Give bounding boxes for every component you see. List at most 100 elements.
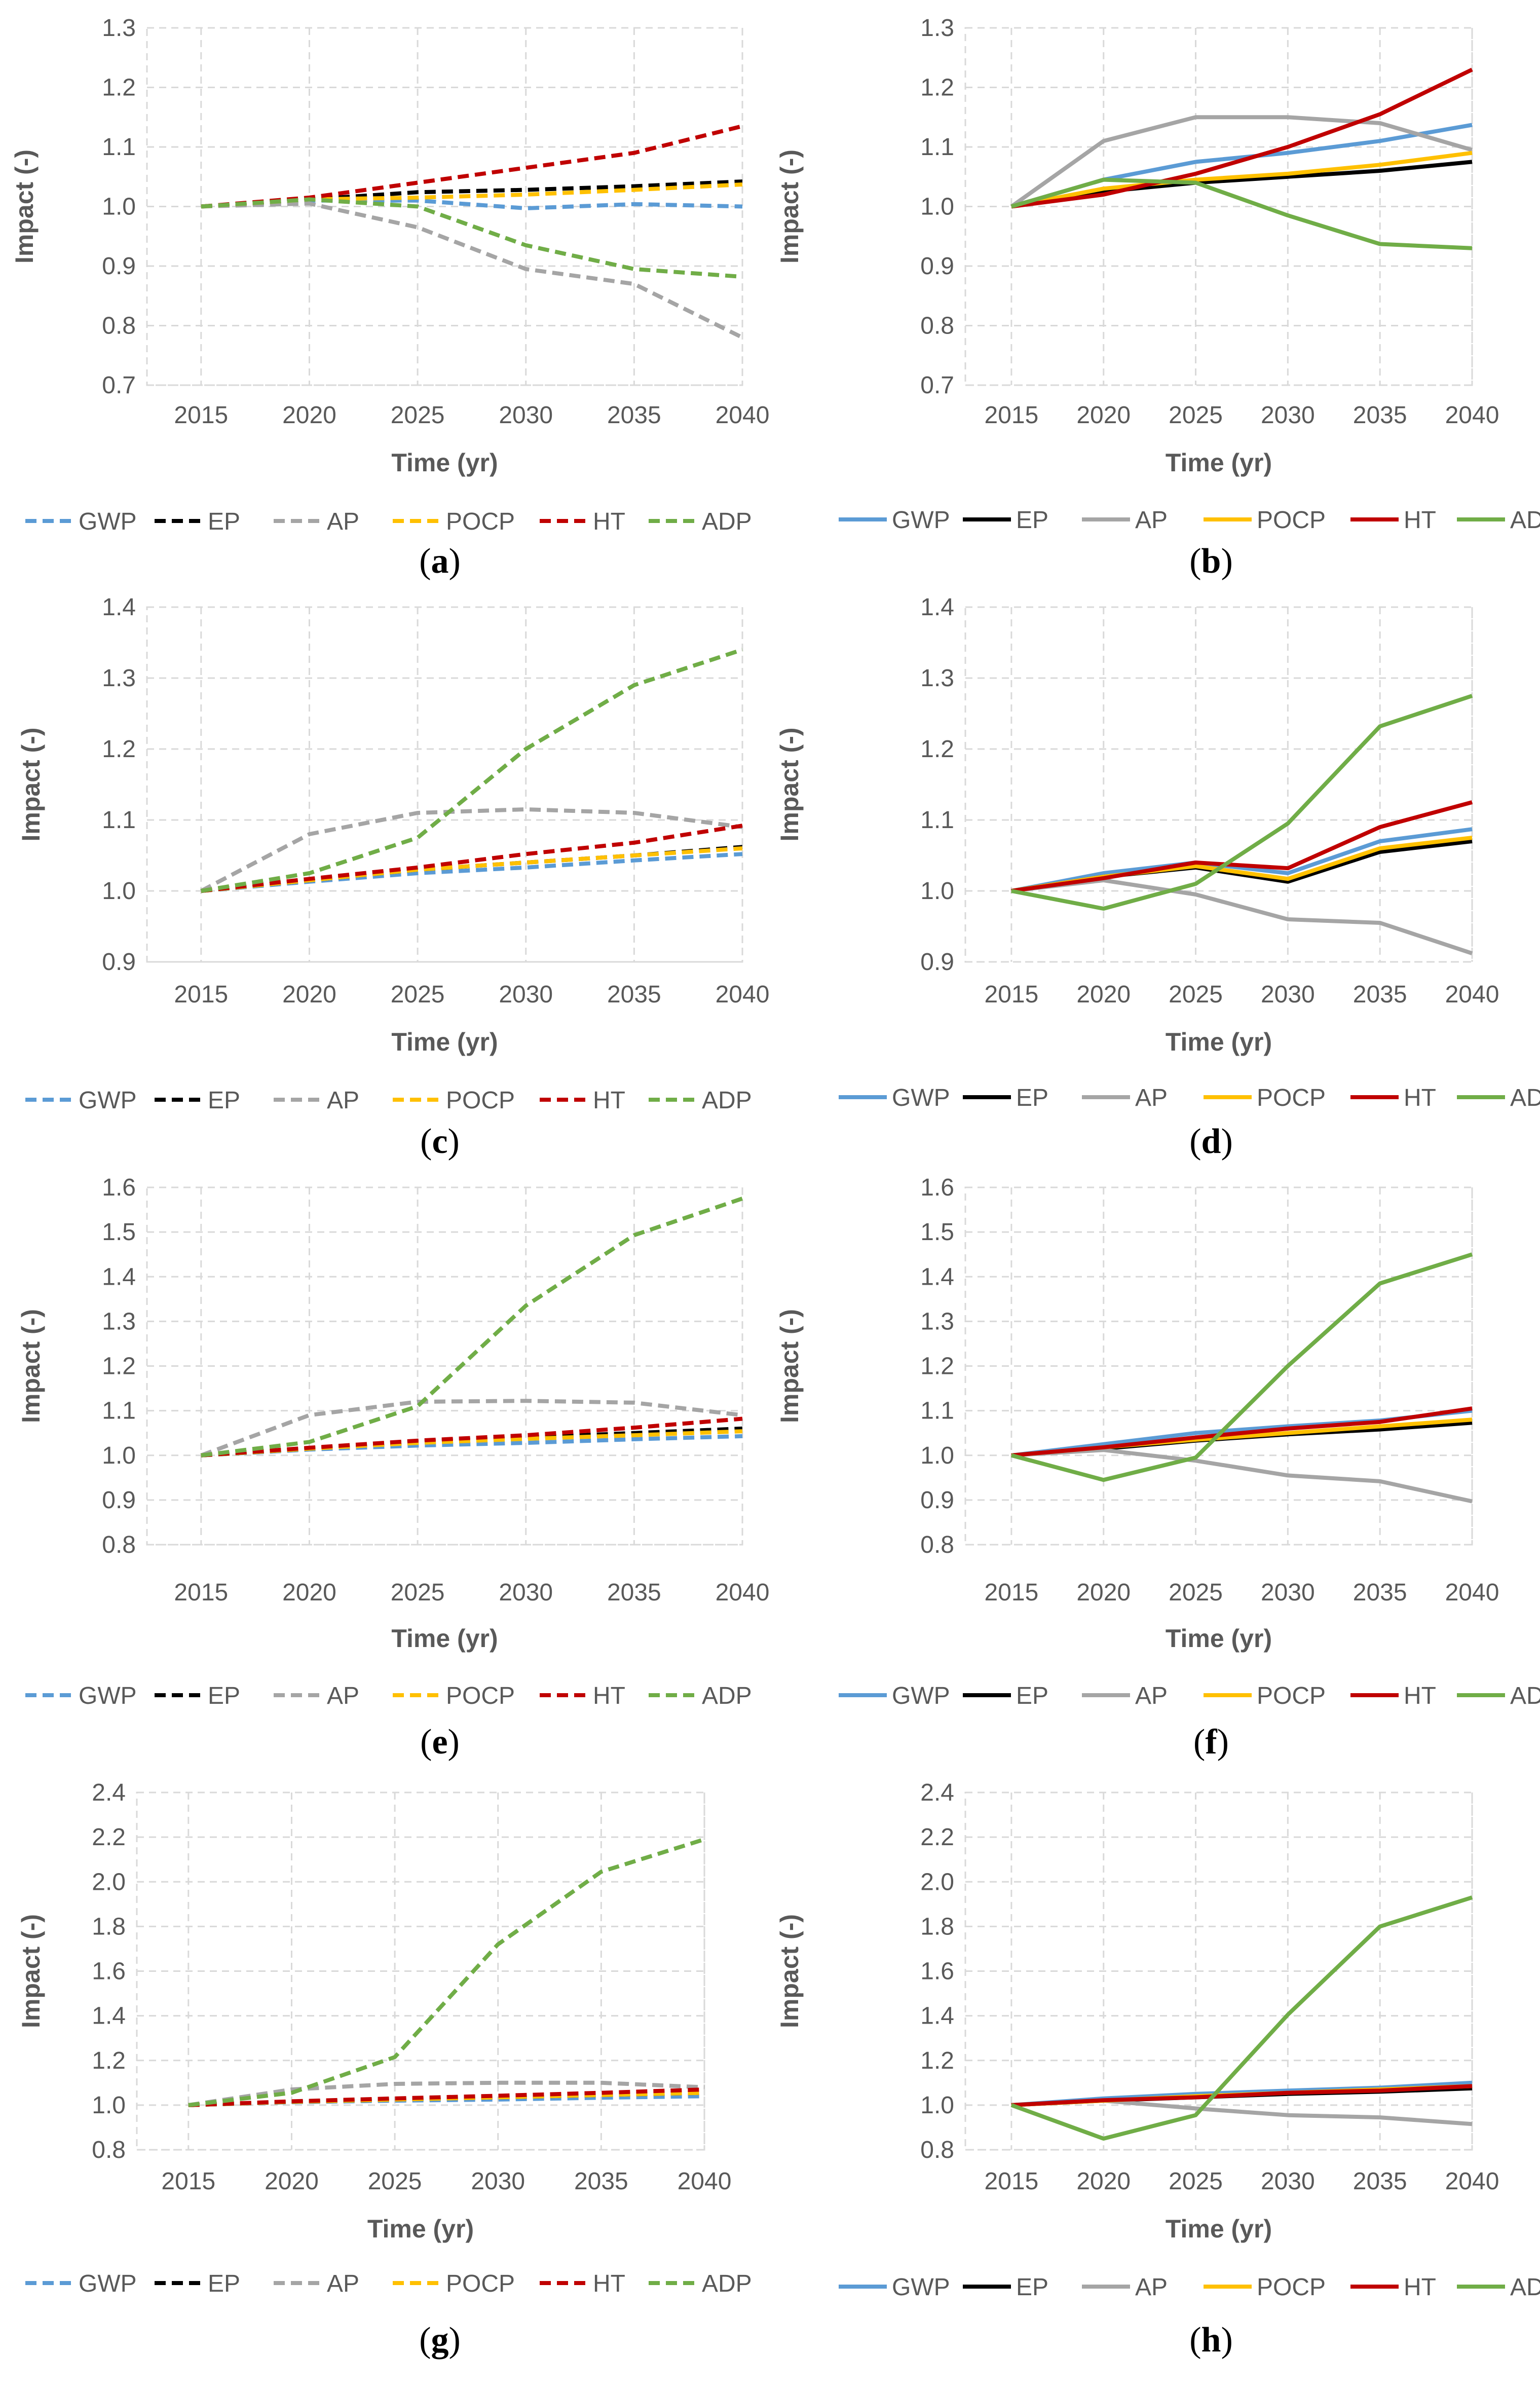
series-line-ap xyxy=(1011,2099,1473,2126)
legend-label-ap: AP xyxy=(1135,2274,1168,2301)
legend: GWP EP AP POCP HT ADP xyxy=(839,1085,1540,1111)
y-tick-label: 1.3 xyxy=(102,15,136,42)
y-axis-title: Impact (-) xyxy=(775,1914,804,2028)
y-tick-label: 1.0 xyxy=(92,2092,126,2119)
x-tick-label: 2020 xyxy=(265,2168,319,2195)
legend-label-ht: HT xyxy=(1404,1085,1436,1111)
legend-label-adp: ADP xyxy=(1510,507,1540,534)
y-axis-title: Impact (-) xyxy=(775,1309,804,1423)
y-tick-label: 0.9 xyxy=(102,253,136,280)
y-tick-label: 1.0 xyxy=(920,194,954,220)
y-tick-label: 1.2 xyxy=(102,1353,136,1380)
y-tick-label: 0.8 xyxy=(102,313,136,340)
y-tick-label: 1.4 xyxy=(102,594,136,621)
y-tick-label: 0.8 xyxy=(920,313,954,340)
y-tick-label: 1.1 xyxy=(102,134,136,161)
x-tick-label: 2015 xyxy=(161,2168,215,2195)
panel-g: 0.8 1.0 1.2 1.4 1.6 1.8 2.0 2.2 2.4 2015 2020 2025 2… xyxy=(17,1779,752,2360)
y-tick-label: 0.7 xyxy=(920,372,954,399)
legend-label-ep: EP xyxy=(208,1087,240,1114)
y-tick-label: 1.6 xyxy=(920,1958,954,1985)
legend: GWP EP AP POCP HT ADP xyxy=(25,508,752,535)
series-line-ap xyxy=(200,1399,743,1458)
y-tick-label: 1.2 xyxy=(920,74,954,101)
x-axis-title: Time (yr) xyxy=(391,449,498,477)
panel-b: 0.7 0.8 0.9 1.0 1.1 1.2 1.3 2015 2020 2025 2030 203… xyxy=(775,15,1540,581)
series-line-ht xyxy=(1011,2084,1473,2107)
y-tick-label: 0.8 xyxy=(920,2137,954,2163)
panel-letter: h xyxy=(1201,2321,1221,2360)
legend-label-ep: EP xyxy=(208,2270,240,2297)
legend-label-gwp: GWP xyxy=(892,2274,950,2301)
x-tick-label: 2040 xyxy=(1445,2168,1499,2195)
legend-label-ap: AP xyxy=(1135,1683,1168,1709)
x-tick-label: 2035 xyxy=(1353,2168,1407,2195)
x-tick-label: 2030 xyxy=(1261,2168,1315,2195)
y-axis-title: Impact (-) xyxy=(17,1309,45,1423)
series-line-adp xyxy=(201,197,743,279)
y-tick-label: 2.0 xyxy=(920,1869,954,1895)
y-tick-label: 1.0 xyxy=(102,1442,136,1469)
panel-letter: b xyxy=(1201,542,1221,581)
x-tick-label: 2015 xyxy=(174,1579,228,1606)
legend: GWP EP AP POCP HT ADP xyxy=(839,507,1540,534)
x-tick-label: 2020 xyxy=(1076,981,1131,1008)
panel-label: (d) xyxy=(1189,1122,1233,1161)
legend-label-adp: ADP xyxy=(702,1087,752,1114)
series-line-pocp xyxy=(201,846,743,893)
y-axis-title: Impact (-) xyxy=(775,150,804,264)
y-tick-label: 1.0 xyxy=(920,1442,954,1469)
panel-letter: f xyxy=(1205,1723,1217,1762)
series-line-gwp xyxy=(201,1434,743,1458)
y-tick-label: 1.0 xyxy=(920,878,954,905)
series-line-ap xyxy=(200,807,743,893)
legend-label-gwp: GWP xyxy=(892,1683,950,1709)
legend-label-ht: HT xyxy=(593,1087,625,1114)
series-line-ap xyxy=(201,201,743,340)
y-tick-label: 0.7 xyxy=(102,372,136,399)
legend-label-gwp: GWP xyxy=(79,1683,137,1709)
y-tick-label: 1.1 xyxy=(920,134,954,161)
y-tick-label: 1.6 xyxy=(102,1174,136,1201)
legend-label-ap: AP xyxy=(327,1087,359,1114)
series-line-ep xyxy=(201,179,743,209)
panel-letter: e xyxy=(432,1723,447,1762)
legend-label-ap: AP xyxy=(327,2270,359,2297)
legend-label-pocp: POCP xyxy=(1257,1683,1326,1709)
panel-label: (a) xyxy=(419,542,461,581)
series-line-gwp xyxy=(1011,827,1473,893)
series-line-adp xyxy=(1010,177,1473,250)
y-tick-label: 0.9 xyxy=(102,949,136,976)
legend-label-ht: HT xyxy=(593,2270,625,2297)
x-axis-title: Time (yr) xyxy=(1166,2215,1272,2243)
series-line-ap xyxy=(188,2080,705,2107)
legend-label-ep: EP xyxy=(1016,507,1048,534)
x-tick-label: 2015 xyxy=(985,402,1039,429)
y-tick-label: 1.3 xyxy=(102,665,136,692)
legend-label-ap: AP xyxy=(327,1683,359,1709)
y-tick-label: 2.4 xyxy=(92,1779,126,1806)
panel-letter: c xyxy=(432,1122,447,1161)
legend-label-ht: HT xyxy=(1404,507,1436,534)
panel-label: (g) xyxy=(419,2321,461,2360)
series-line-ht xyxy=(1011,800,1473,893)
panel-label: (c) xyxy=(420,1122,460,1161)
x-tick-label: 2030 xyxy=(1261,402,1315,429)
x-tick-label: 2030 xyxy=(499,981,553,1008)
legend-label-pocp: POCP xyxy=(446,2270,515,2297)
panel-a: 0.7 0.8 0.9 1.0 1.1 1.2 1.3 2015 2020 2025 2030 203… xyxy=(10,15,769,581)
x-tick-label: 2015 xyxy=(985,1579,1039,1606)
series-line-ht xyxy=(201,824,743,893)
y-tick-label: 1.2 xyxy=(920,736,954,763)
x-tick-label: 2025 xyxy=(391,1579,445,1606)
legend-label-gwp: GWP xyxy=(79,1087,137,1114)
legend-label-pocp: POCP xyxy=(1257,2274,1326,2301)
x-tick-label: 2020 xyxy=(282,981,336,1008)
legend-label-ep: EP xyxy=(1016,2274,1048,2301)
panel-label: (b) xyxy=(1189,542,1233,581)
x-tick-label: 2025 xyxy=(1169,2168,1223,2195)
series-line-ht xyxy=(1011,1406,1473,1458)
legend: GWP EP AP POCP HT ADP xyxy=(25,2270,752,2297)
legend-label-ht: HT xyxy=(1404,2274,1436,2301)
series-line-pocp xyxy=(201,182,743,209)
